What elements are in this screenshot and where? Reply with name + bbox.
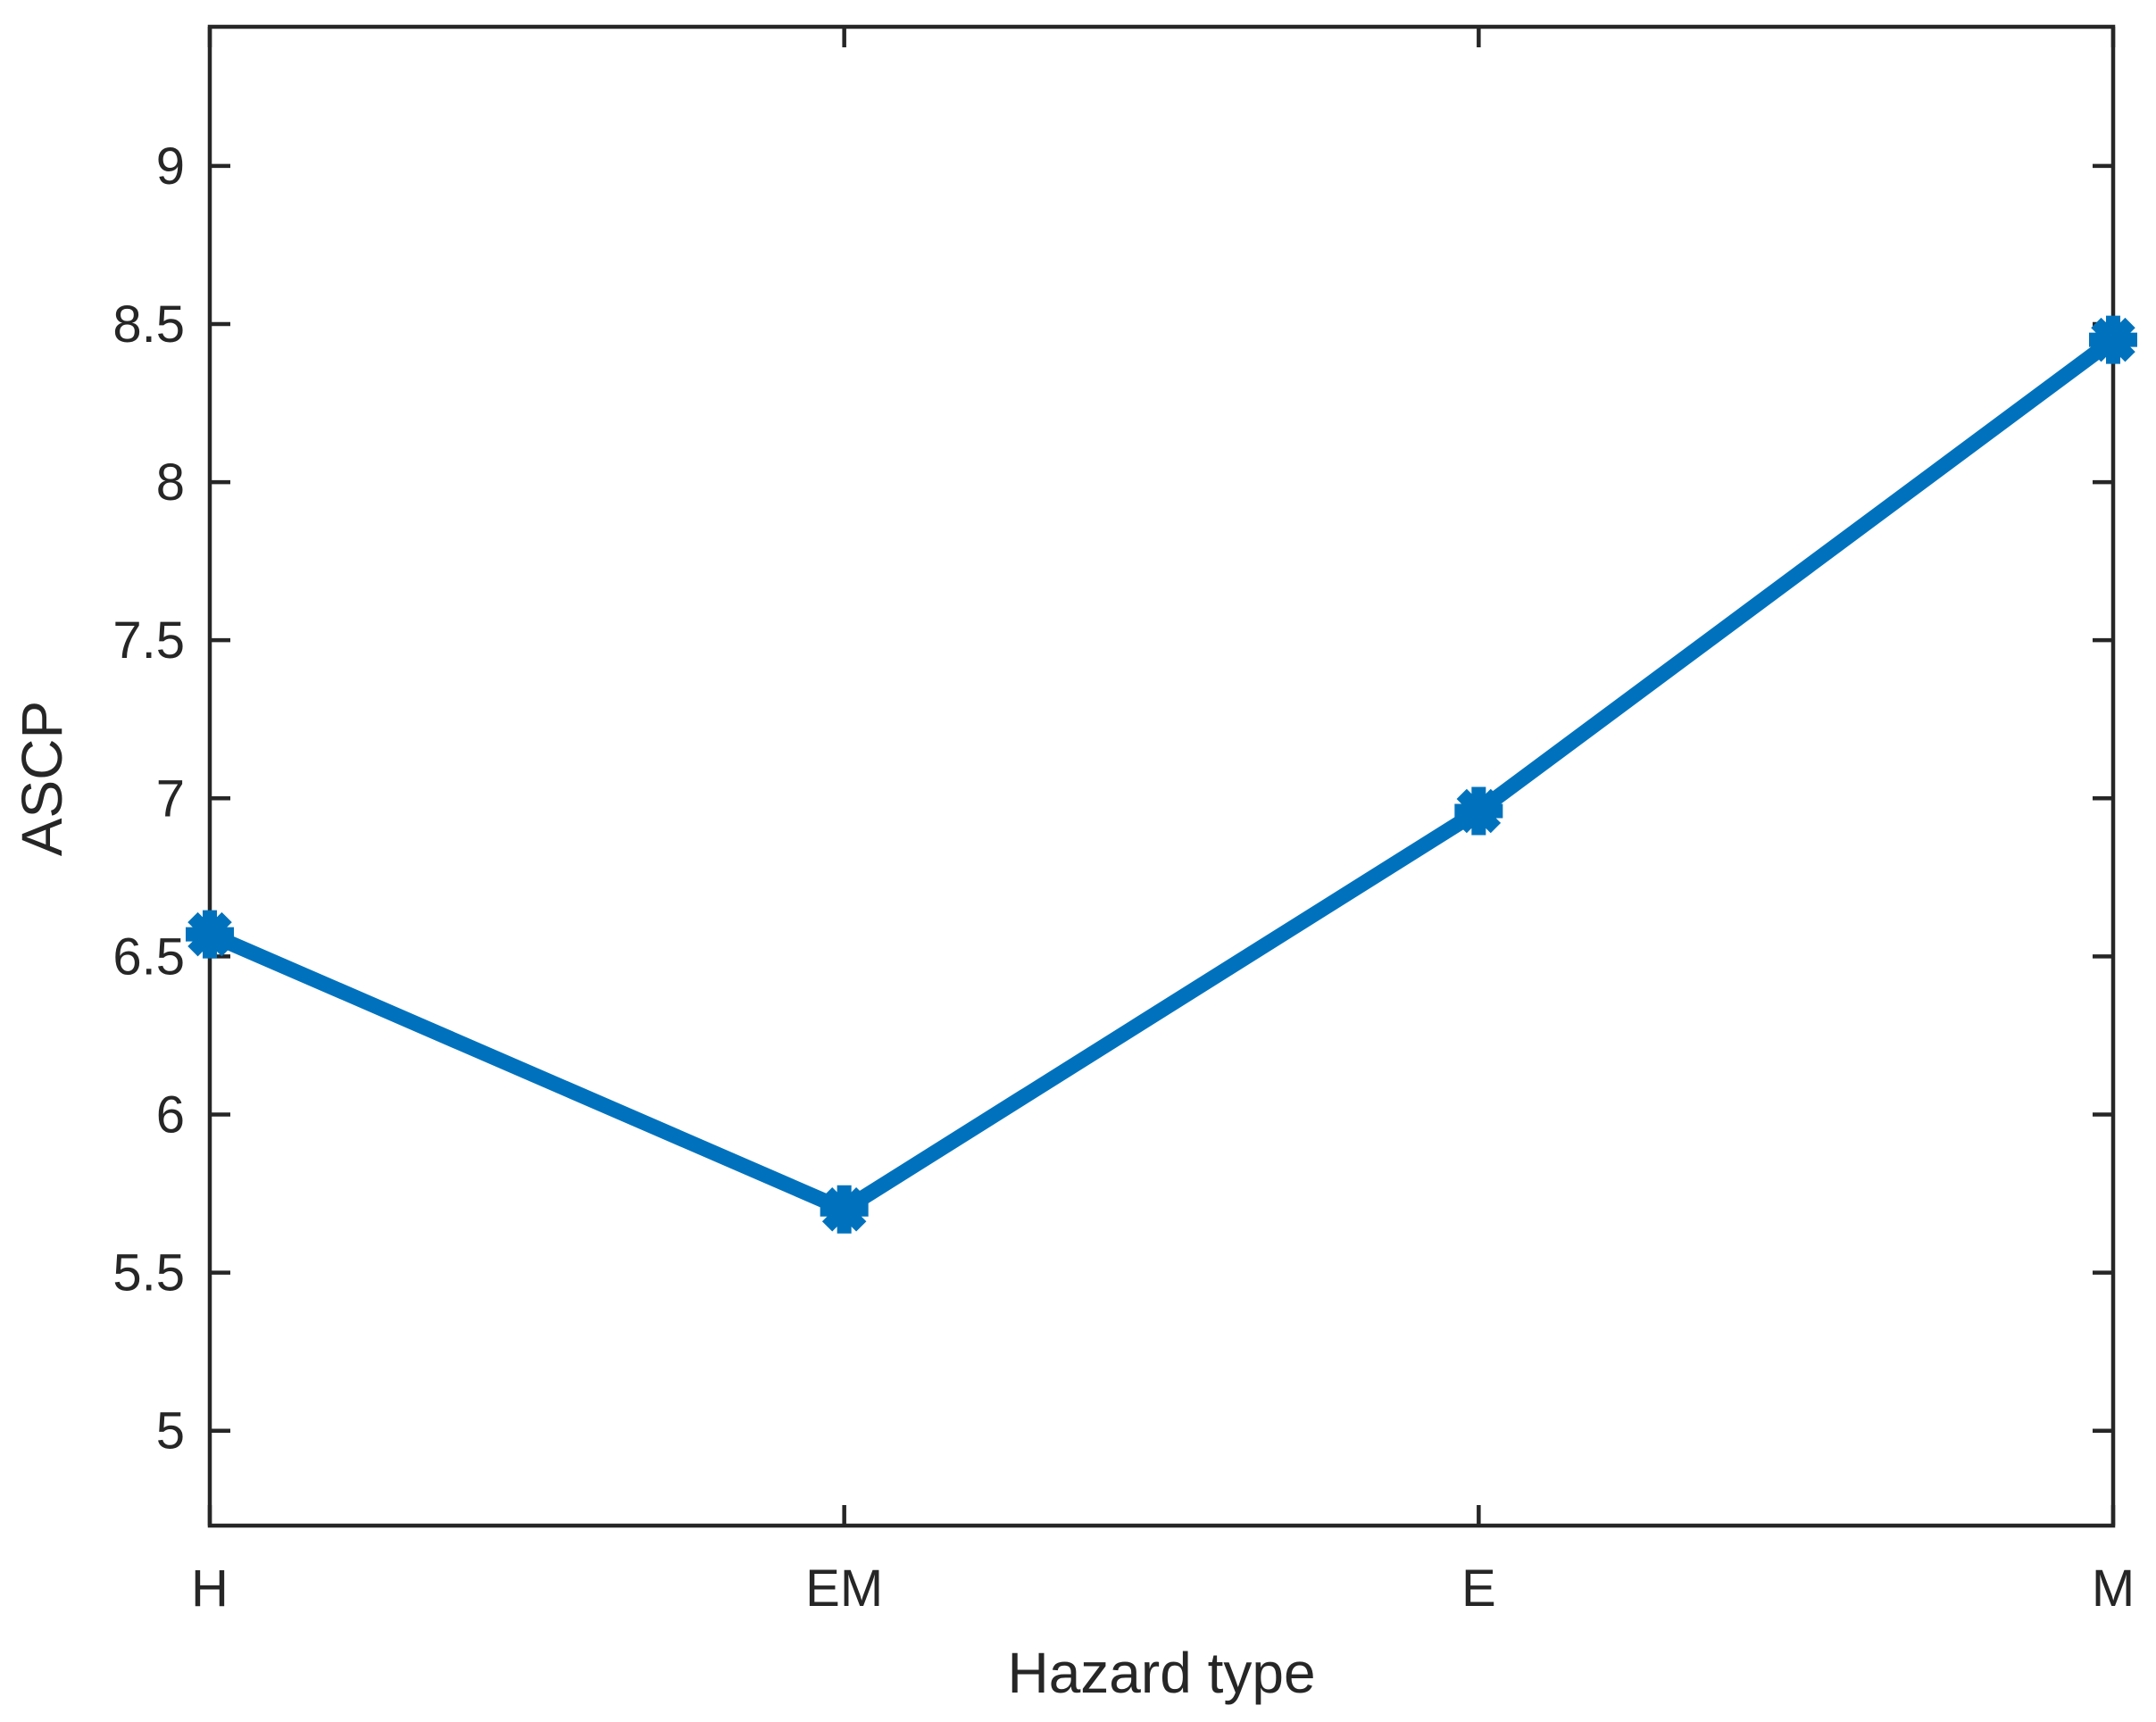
- y-tick-label: 9: [156, 137, 185, 195]
- data-point-center: [832, 1197, 856, 1221]
- x-tick-label: E: [1461, 1560, 1496, 1618]
- y-tick-label: 6.5: [112, 928, 185, 986]
- y-tick-label: 7: [156, 769, 185, 828]
- y-tick-label: 8: [156, 453, 185, 512]
- x-tick-label: EM: [805, 1560, 883, 1618]
- y-tick-label: 7.5: [112, 611, 185, 670]
- data-point-center: [2102, 328, 2125, 352]
- data-line: [206, 333, 2119, 1218]
- y-tick-label: 8.5: [112, 295, 185, 354]
- x-tick-label: M: [2092, 1560, 2135, 1618]
- x-axis-label: Hazard type: [1007, 1641, 1316, 1705]
- y-tick-label: 6: [156, 1086, 185, 1144]
- x-tick-label: H: [191, 1560, 229, 1618]
- y-tick-label: 5: [156, 1402, 185, 1460]
- axes-box: [207, 24, 2116, 1528]
- data-point-center: [1467, 799, 1491, 823]
- data-point-center: [198, 922, 221, 946]
- y-tick-label: 5.5: [112, 1244, 185, 1302]
- y-axis-label: ASCP: [10, 700, 74, 857]
